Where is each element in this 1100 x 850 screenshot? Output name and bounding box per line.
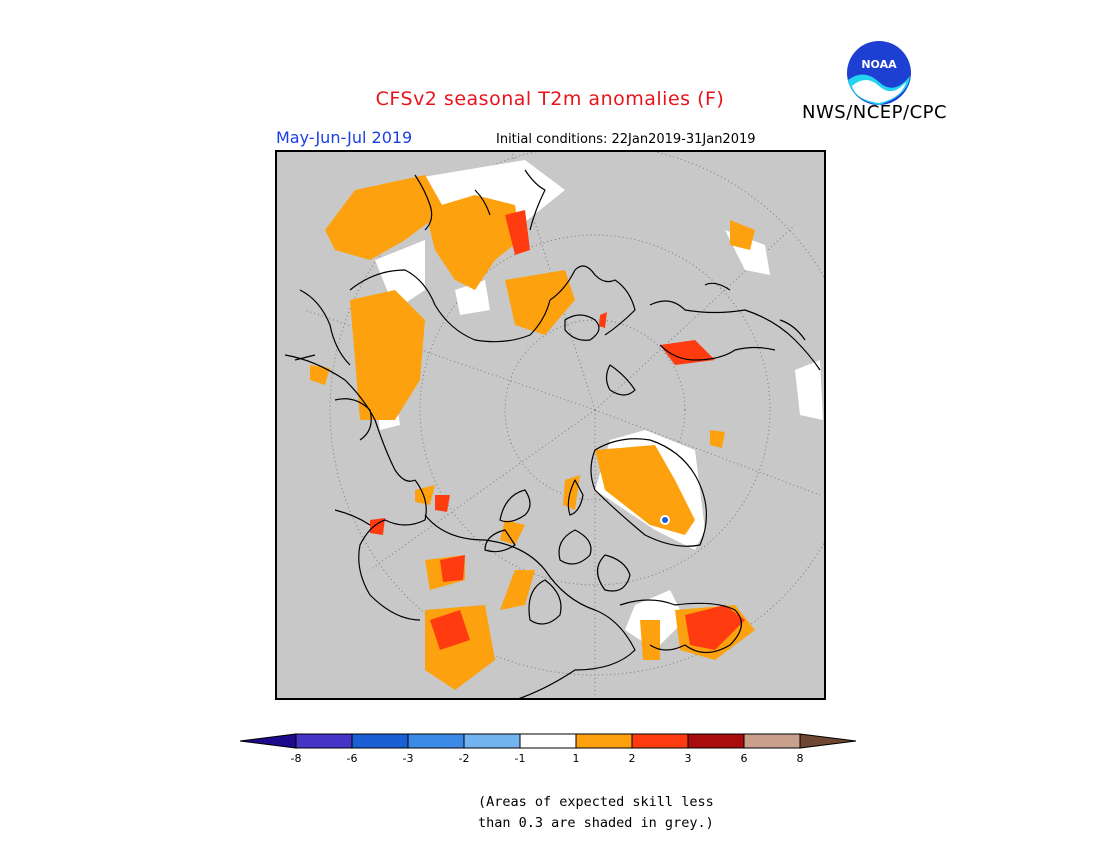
coastlines xyxy=(284,169,821,700)
colorbar-tick-label: 2 xyxy=(629,752,636,765)
colorbar-bin xyxy=(463,733,521,749)
colorbar-bin xyxy=(295,733,353,749)
colorbar-tick-label: 6 xyxy=(741,752,748,765)
colorbar-labels: -8 -6 -3 -2 -1 1 2 3 6 8 xyxy=(291,752,804,765)
note-line-2: than 0.3 are shaded in grey.) xyxy=(478,815,714,831)
colorbar-tick-label: -1 xyxy=(515,752,526,765)
orange-anomaly-regions xyxy=(310,175,755,690)
map-graticule xyxy=(304,150,826,700)
colorbar-tick-label: 8 xyxy=(797,752,804,765)
map-frame xyxy=(275,150,826,700)
colorbar-tick-label: -2 xyxy=(459,752,470,765)
colorbar-tick-label: -3 xyxy=(403,752,414,765)
colorbar-bin-high xyxy=(799,733,857,749)
colorbar-bins xyxy=(239,733,857,749)
skill-note: (Areas of expected skill less than 0.3 a… xyxy=(478,792,714,834)
map-title: CFSv2 seasonal T2m anomalies (F) xyxy=(375,88,725,110)
colorbar-tick-label: -8 xyxy=(291,752,302,765)
colorbar-bin xyxy=(631,733,689,749)
colorbar-tick-label: -6 xyxy=(347,752,358,765)
colorbar-bin xyxy=(687,733,745,749)
polar-anomaly-map xyxy=(275,150,826,700)
noaa-logo: NOAA xyxy=(847,41,911,105)
colorbar-bin xyxy=(351,733,409,749)
colorbar-tick-label: 1 xyxy=(573,752,580,765)
red-anomaly-regions xyxy=(370,210,745,650)
colorbar-bin xyxy=(743,733,801,749)
colorbar-bin-low xyxy=(239,733,297,749)
initial-conditions: Initial conditions: 22Jan2019-31Jan2019 xyxy=(496,132,756,147)
colorbar-bin xyxy=(407,733,465,749)
colorbar-tick-label: 3 xyxy=(685,752,692,765)
colorbar-bin xyxy=(519,733,577,749)
forecast-period: May-Jun-Jul 2019 xyxy=(276,128,413,147)
note-line-1: (Areas of expected skill less xyxy=(478,794,714,810)
colorbar: -8 -6 -3 -2 -1 1 2 3 6 8 xyxy=(239,733,857,765)
colorbar-bin xyxy=(575,733,633,749)
logo-text: NOAA xyxy=(861,58,897,71)
negative-anomaly-spot xyxy=(660,515,670,525)
agency-label: NWS/NCEP/CPC xyxy=(802,102,948,123)
